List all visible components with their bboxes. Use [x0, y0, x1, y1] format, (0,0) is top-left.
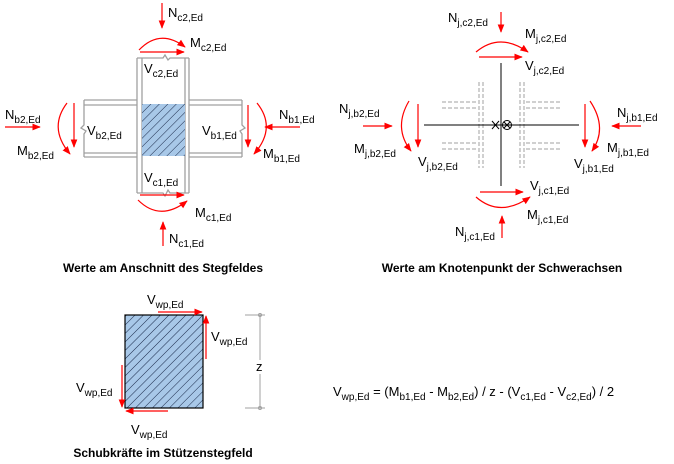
mj-c1-arc: [475, 196, 531, 209]
label-mj-b1: Mj,b1,Ed​: [607, 140, 649, 159]
mc2-arc: [138, 37, 186, 51]
label-nj-b1: Nj,b1,Ed​: [617, 105, 658, 124]
label-nc2: Nc2,Ed​: [168, 5, 203, 24]
mj-b1-arc: [589, 100, 601, 152]
label-vwp-bottom: Vwp,Ed​: [131, 422, 167, 441]
label-nb1: Nb1,Ed​: [279, 107, 315, 126]
label-mc2: Mc2,Ed​: [190, 35, 226, 54]
label-nc1: Nc1,Ed​: [169, 231, 204, 250]
label-nj-c1: Nj,c1,Ed​: [455, 224, 495, 243]
mb2-arc: [57, 102, 71, 155]
right-diagram-title: Werte am Knotenpunkt der Schwerachsen: [382, 261, 623, 275]
label-vj-c2: Vj,c2,Ed​: [525, 58, 564, 77]
label-nj-c2: Nj,c2,Ed​: [448, 10, 488, 29]
mj-c2-arc: [475, 41, 529, 53]
label-mb2: Mb2,Ed​: [17, 143, 54, 162]
label-mb1: Mb1,Ed​: [263, 146, 300, 165]
beam-left: [79, 99, 137, 158]
web-panel: [142, 104, 185, 156]
label-mj-c2: Mj,c2,Ed​: [525, 26, 566, 45]
mb1-arc: [253, 102, 267, 155]
label-nb2: Nb2,Ed​: [5, 107, 41, 126]
right-joint-diagram: Nj,c2,Ed​ Mj,c2,Ed​ Vj,c2,Ed​ Nj,b2,Ed​ …: [339, 10, 658, 275]
label-mj-b2: Mj,b2,Ed​: [354, 141, 396, 160]
label-vc2: Vc2,Ed​: [144, 61, 178, 80]
shear-panel-diagram: Vwp,Ed​ Vwp,Ed​ Vwp,Ed​ Vwp,Ed​ z Schubk…: [73, 292, 265, 460]
label-vwp-left: Vwp,Ed​: [76, 380, 112, 399]
beam-right: [189, 99, 247, 158]
dimension-z: z: [245, 313, 265, 410]
label-vc1: Vc1,Ed​: [144, 170, 178, 189]
label-vb2: Vb2,Ed​: [87, 123, 122, 142]
label-vj-b1: Vj,b1,Ed​: [574, 156, 614, 175]
shear-formula: Vwp,Ed​ = (Mb1,Ed​ - Mb2,Ed​) / z - (Vc1…: [333, 384, 614, 403]
mc1-arc: [137, 199, 188, 212]
label-vwp-right: Vwp,Ed​: [211, 329, 247, 348]
shear-panel: [124, 314, 204, 409]
left-diagram-title: Werte am Anschnitt des Stegfeldes: [63, 261, 263, 275]
node-marker-icon: [491, 120, 512, 130]
label-mj-c1: Mj,c1,Ed​: [527, 207, 568, 226]
label-vj-b2: Vj,b2,Ed​: [418, 154, 458, 173]
label-vwp-top: Vwp,Ed​: [147, 292, 183, 311]
label-vj-c1: Vj,c1,Ed​: [530, 178, 569, 197]
label-nj-b2: Nj,b2,Ed​: [339, 101, 380, 120]
label-mc1: Mc1,Ed​: [195, 205, 231, 224]
mj-b2-arc: [400, 100, 412, 152]
shear-diagram-title: Schubkräfte im Stützenstegfeld: [73, 446, 252, 460]
dimension-label: z: [256, 359, 263, 374]
left-joint-diagram: Nc2,Ed​ Mc2,Ed​ Vc2,Ed​ Nb2,Ed​ Mb2,Ed​ …: [5, 3, 315, 275]
label-vb1: Vb1,Ed​: [202, 123, 237, 142]
